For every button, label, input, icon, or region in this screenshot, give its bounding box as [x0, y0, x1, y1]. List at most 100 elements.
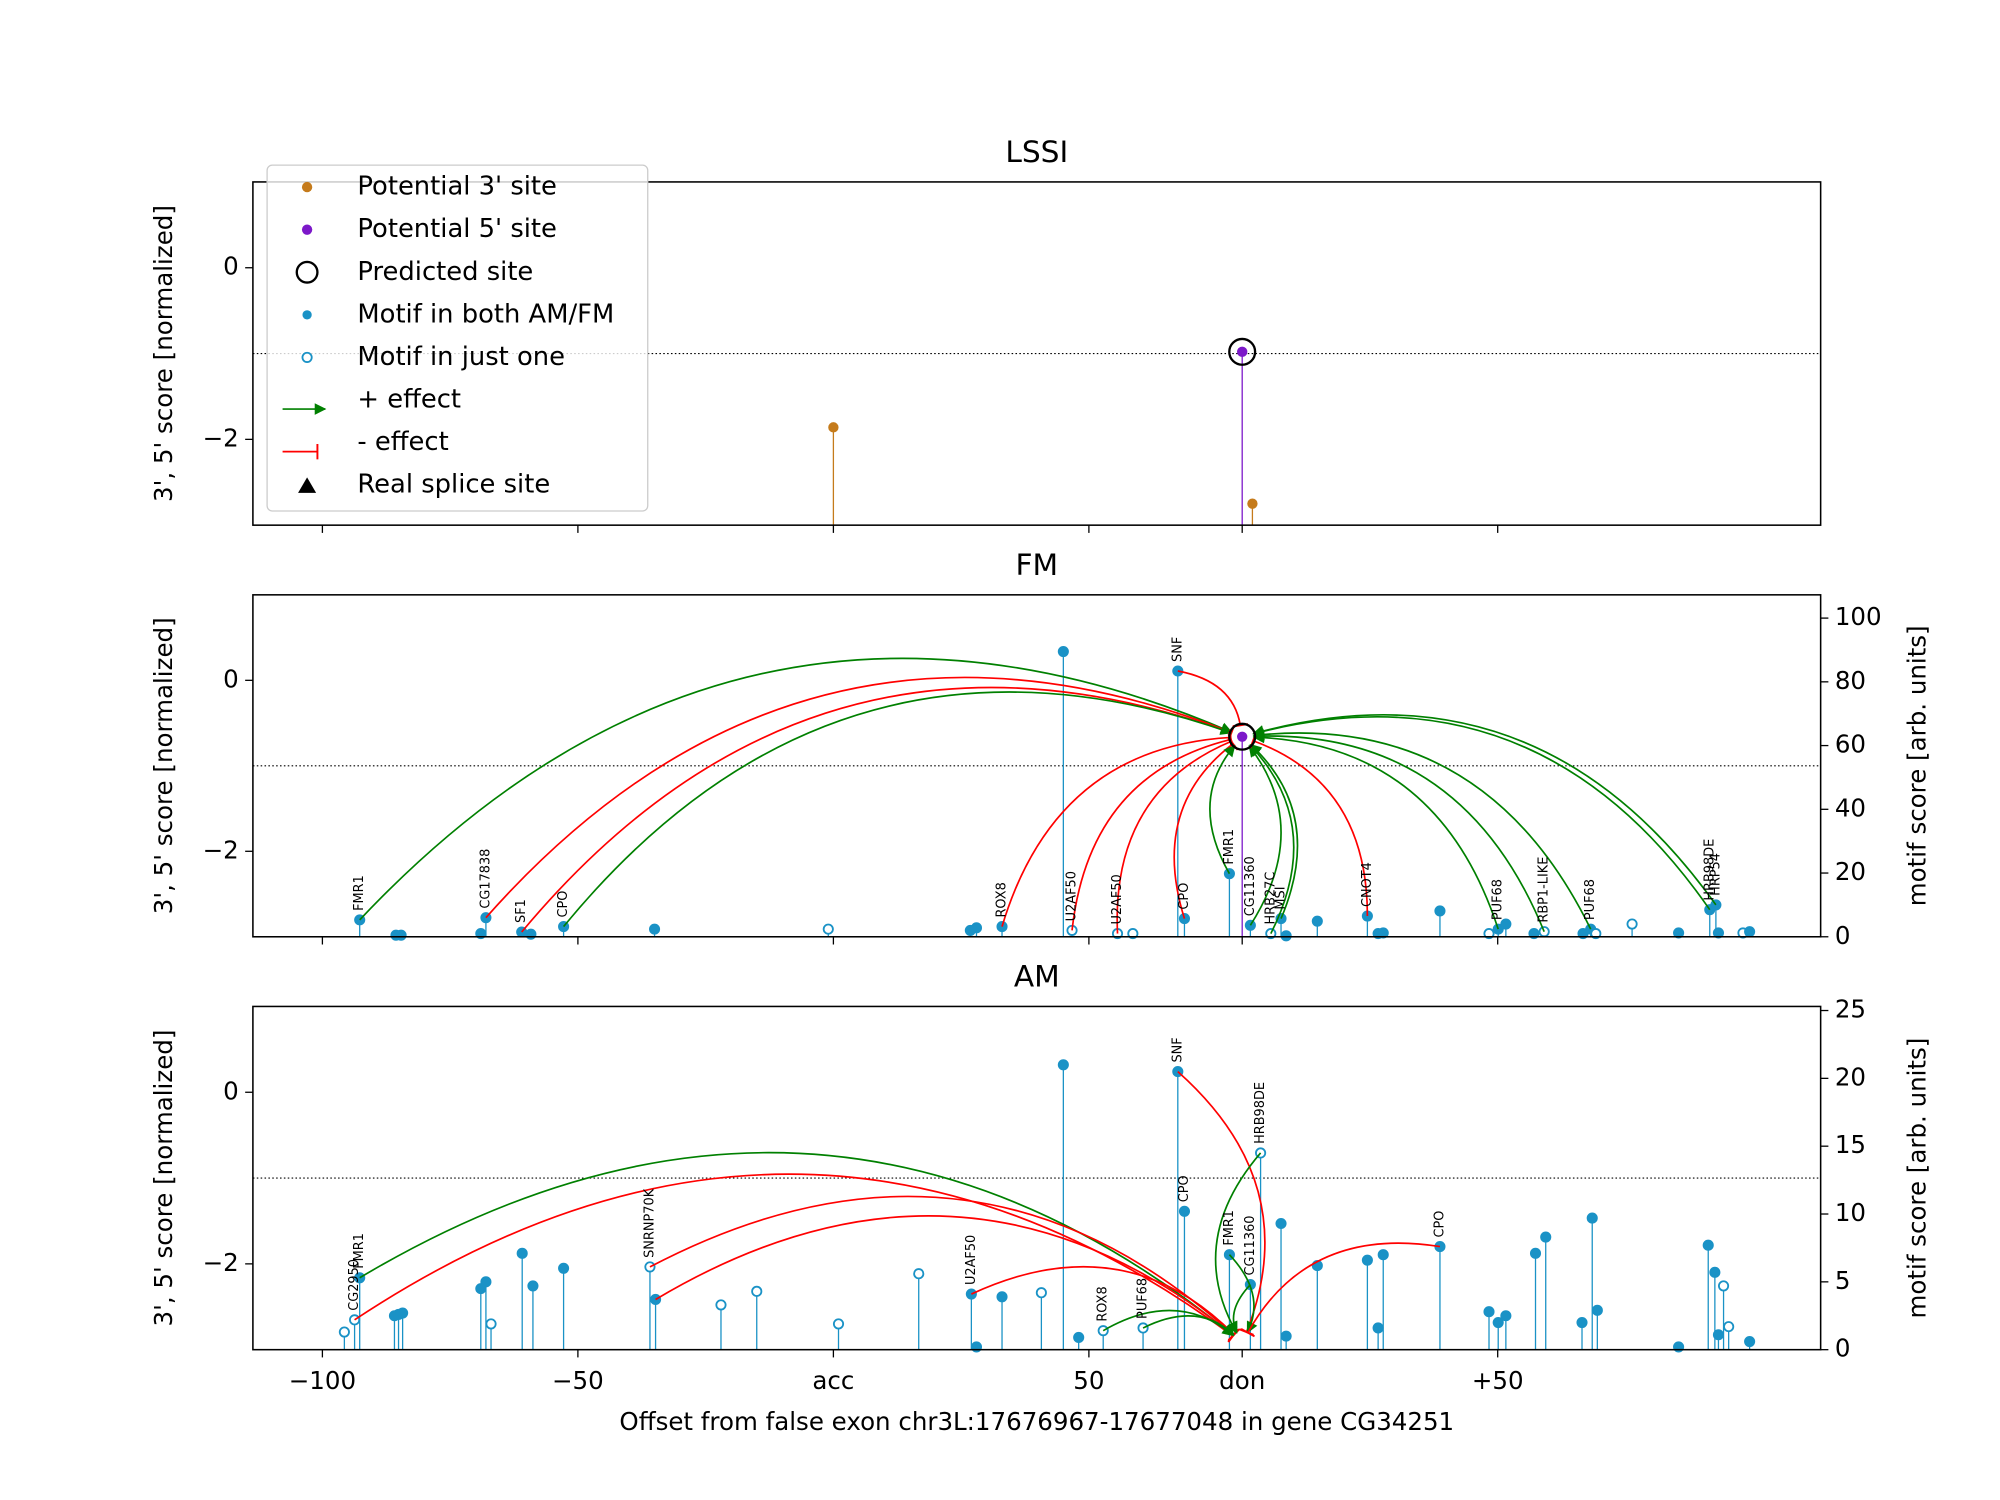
motif-label: CG2950: [347, 1259, 362, 1311]
legend-marker: [295, 260, 319, 284]
motif-marker: [397, 1307, 409, 1319]
legend-label: Predicted site: [357, 257, 533, 287]
motif-label: FMR1: [352, 875, 367, 911]
y2-tick-label: 20: [1835, 857, 1866, 886]
motif-marker: [1275, 1217, 1287, 1230]
effect-arc: [1249, 744, 1295, 934]
motif-label: CPO: [1432, 1211, 1447, 1238]
effect-arc: [1177, 1070, 1266, 1336]
y2-tick-label: 100: [1835, 602, 1882, 631]
motif-label: HRB98DE: [1253, 1082, 1268, 1144]
motif-label: HRB27C: [1263, 872, 1278, 925]
legend-box: [266, 164, 649, 512]
motif-marker: [1591, 1304, 1603, 1316]
legend-label: Potential 3' site: [357, 172, 557, 202]
motif-label: SNF: [1170, 637, 1185, 662]
motif-marker: [527, 1280, 539, 1292]
motif-label: ROX8: [995, 882, 1010, 917]
motif-marker: [1723, 1321, 1735, 1333]
legend-marker: [302, 310, 312, 320]
motif-label: SNRNP70K: [642, 1188, 657, 1258]
effect-arc: [1177, 670, 1249, 728]
legend-label: Potential 5' site: [357, 214, 557, 244]
effect-arc: [1001, 729, 1233, 927]
effect-arc: [1252, 731, 1500, 930]
y-axis-label: 3', 5' score [normalized]: [149, 617, 178, 914]
motif-marker: [1483, 928, 1495, 940]
y2-axis-label: motif score [arb. units]: [1903, 625, 1932, 906]
y2-tick-label: 0: [1835, 921, 1851, 950]
y2-tick-label: 15: [1835, 1130, 1866, 1159]
motif-marker: [1361, 1254, 1373, 1266]
legend-marker: [298, 477, 317, 493]
motif-label: CNOT4: [1360, 862, 1375, 907]
motif-label: SNF: [1170, 1037, 1185, 1062]
x-tick-label: −50: [552, 1366, 604, 1395]
predicted-site: [1228, 337, 1257, 366]
y-tick-label: 0: [223, 252, 239, 281]
effect-arc: [359, 1151, 1235, 1337]
motif-marker: [395, 929, 407, 941]
legend-label: Motif in just one: [357, 342, 565, 372]
site-marker: [1237, 346, 1248, 357]
motif-marker: [1528, 928, 1540, 940]
motif-label: ROX8: [1096, 1286, 1111, 1321]
motif-label: PUF68: [1136, 1278, 1151, 1319]
y-tick-label: 0: [223, 664, 239, 693]
motif-marker: [1280, 930, 1292, 942]
legend-label: Motif in both AM/FM: [357, 299, 614, 329]
legend-marker: [301, 224, 313, 235]
motif-marker: [1223, 868, 1235, 880]
motif-marker: [996, 1291, 1008, 1303]
motif-label: HRB98DE: [1702, 839, 1717, 901]
motif-label: PUF68: [1491, 879, 1506, 920]
motif-label: MSI: [1274, 886, 1289, 909]
motif-label: FMR1: [352, 1233, 367, 1269]
panel-title: LSSI: [1005, 134, 1068, 169]
motif-marker: [1529, 1247, 1542, 1259]
motif-marker: [1576, 1316, 1588, 1329]
motif-label: CPO: [556, 891, 571, 918]
site-marker: [1237, 731, 1248, 742]
effect-arc: [1071, 731, 1234, 931]
motif-marker: [485, 1318, 497, 1330]
motif-label: FMR1: [1222, 1210, 1237, 1246]
y2-tick-label: 80: [1835, 666, 1866, 695]
effect-arc: [1252, 714, 1717, 906]
motif-marker: [970, 922, 983, 934]
motif-marker: [1540, 1231, 1552, 1243]
legend-label: Real splice site: [357, 470, 550, 500]
effect-arc: [1249, 743, 1299, 919]
effect-arc: [1228, 1254, 1258, 1334]
effect-arc: [521, 686, 1235, 933]
y-tick-label: −2: [203, 423, 239, 452]
motif-marker: [1712, 927, 1724, 939]
effect-arc: [1248, 745, 1282, 926]
effect-arc: [485, 676, 1236, 919]
motif-marker: [1483, 1306, 1495, 1318]
effect-arc: [1252, 716, 1711, 911]
effect-arc: [1116, 733, 1236, 934]
motif-marker: [1073, 1331, 1085, 1344]
motif-marker: [1712, 1329, 1724, 1341]
y-tick-label: 0: [223, 1076, 239, 1105]
x-axis-label: Offset from false exon chr3L:17676967-17…: [619, 1407, 1454, 1436]
motif-marker: [1178, 913, 1191, 925]
motif-marker: [1500, 918, 1512, 930]
motif-label: U2AF50: [1110, 874, 1125, 924]
effect-arc: [359, 657, 1233, 921]
motif-marker: [1538, 926, 1550, 938]
effect-arc: [1173, 737, 1239, 919]
motif-marker: [644, 1261, 656, 1273]
motif-marker: [349, 1314, 361, 1326]
motif-marker: [338, 1326, 350, 1338]
y-axis-label: 3', 5' score [normalized]: [149, 205, 178, 502]
site-marker: [1247, 498, 1258, 509]
x-tick-label: acc: [812, 1366, 854, 1395]
effect-arc: [1252, 730, 1545, 932]
motif-label: FMR1: [1222, 829, 1237, 865]
motif-label: CPO: [1177, 883, 1192, 910]
y2-tick-label: 25: [1835, 995, 1866, 1024]
